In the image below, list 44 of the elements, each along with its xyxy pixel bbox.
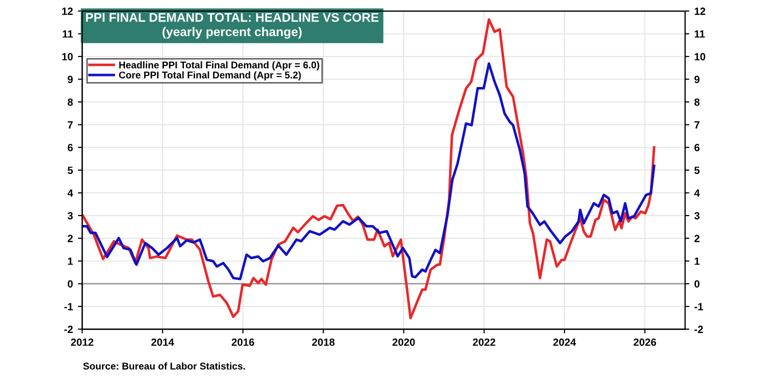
x-tick-label: 2016 (232, 338, 254, 346)
y2-tick-label: 11 (694, 30, 705, 38)
y-tick-label: 10 (62, 53, 73, 60)
legend-label: Headline PPI Total Final Demand (Apr = 6.0) (119, 61, 320, 70)
y-tick-label: 7 (68, 121, 73, 128)
y2-tick-label: 6 (694, 144, 700, 152)
y2-tick-label: 7 (694, 121, 700, 128)
y2-tick-label: 1 (694, 258, 700, 265)
y-tick-label: 2 (68, 234, 73, 242)
y-tick-label: -2 (64, 326, 73, 333)
x-tick-label: 2026 (634, 338, 656, 346)
y-tick-label: 1 (68, 258, 73, 265)
x-tick-label: 2024 (553, 338, 576, 346)
source-note: Source: Bureau of Labor Statistics. (83, 362, 245, 370)
y2-tick-label: 8 (694, 98, 700, 106)
legend-label: Core PPI Total Final Demand (Apr = 5.2) (119, 71, 301, 80)
x-tick-label: 2012 (70, 338, 94, 346)
y-tick-label: 12 (62, 8, 73, 15)
y2-tick-label: 2 (694, 234, 700, 242)
y-tick-label: 4 (68, 189, 74, 197)
y-tick-label: 8 (68, 98, 73, 106)
line-series (82, 62, 656, 280)
chart-title: PPI FINAL DEMAND TOTAL: HEADLINE VS CORE (86, 12, 378, 22)
x-tick-label: 2018 (312, 338, 335, 346)
y2-tick-label: 5 (694, 166, 700, 174)
y-tick-label: 5 (68, 166, 73, 174)
y2-tick-label: 4 (694, 189, 700, 197)
y-tick-label: 3 (68, 212, 73, 220)
x-tick-label: 2020 (392, 338, 415, 346)
y2-tick-label: 0 (694, 280, 700, 288)
y-tick-label: 6 (68, 144, 73, 152)
y-tick-label: -1 (64, 303, 73, 310)
y2-tick-label: 12 (694, 8, 706, 15)
text: (yearly percent change) (162, 27, 302, 39)
y-tick-label: 9 (68, 76, 73, 84)
x-tick-label: 2022 (472, 338, 496, 346)
x-tick-label: 2014 (151, 338, 174, 346)
y-tick-label: 0 (68, 280, 73, 288)
y2-tick-label: 10 (694, 53, 706, 60)
y2-tick-label: -2 (694, 326, 703, 333)
y2-tick-label: 3 (694, 212, 700, 220)
y-tick-label: 11 (62, 30, 73, 38)
y2-tick-label: 9 (694, 76, 700, 84)
y2-tick-label: -1 (694, 303, 704, 310)
